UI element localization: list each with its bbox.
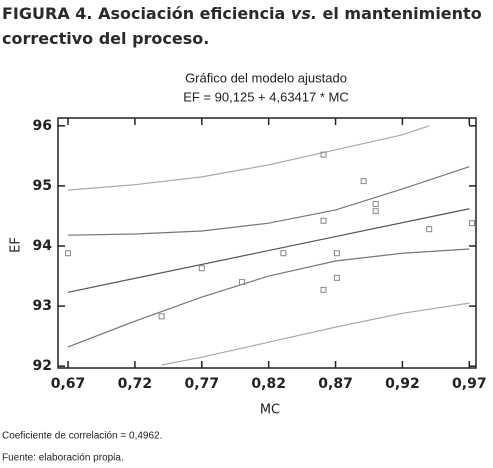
point <box>198 265 205 272</box>
point <box>468 220 475 227</box>
x-tick-label: 0,97 <box>452 376 487 392</box>
point <box>333 274 340 281</box>
note: Fuente: elaboración propia. <box>2 453 124 464</box>
point <box>238 279 245 286</box>
plot-frame <box>57 117 477 369</box>
caption-part: vs. <box>291 4 317 23</box>
fit-line <box>67 248 470 348</box>
y-axis-label: EF <box>9 237 24 253</box>
x-tick-label: 0,67 <box>51 376 86 392</box>
point <box>158 313 165 320</box>
chart-title: Gráfico del modelo ajustado <box>185 70 347 85</box>
point <box>320 151 327 158</box>
y-tick-label: 92 <box>33 358 52 374</box>
x-tick-label: 0,87 <box>318 376 353 392</box>
x-axis-label: MC <box>260 403 280 418</box>
point <box>372 208 379 215</box>
chart-subtitle: EF = 90,125 + 4,63417 * MC <box>183 89 349 104</box>
caption-line: correctivo del proceso. <box>2 29 209 48</box>
point <box>320 286 327 293</box>
caption-line: FIGURA 4. Asociación eficiencia vs. el m… <box>2 4 482 23</box>
point <box>426 226 433 233</box>
fit-line <box>67 208 470 293</box>
point <box>280 250 287 257</box>
note: Coeficiente de correlación = 0,4962. <box>2 431 162 442</box>
point <box>360 178 367 185</box>
y-tick-label: 96 <box>33 118 52 134</box>
caption-part: el mantenimiento <box>317 4 482 23</box>
fit-line <box>68 166 470 236</box>
y-tick-label: 93 <box>33 298 52 314</box>
x-tick-label: 0,72 <box>118 376 153 392</box>
point <box>320 217 327 224</box>
x-tick-label: 0,77 <box>185 376 220 392</box>
fit-line <box>161 302 470 366</box>
fit-line <box>67 125 430 191</box>
point <box>372 200 379 207</box>
y-tick-label: 94 <box>33 238 53 254</box>
x-tick-label: 0,92 <box>385 376 420 392</box>
y-tick-label: 95 <box>33 178 52 194</box>
caption-part: FIGURA 4. Asociación eficiencia <box>2 4 291 23</box>
point <box>65 250 72 257</box>
point <box>333 250 340 257</box>
x-tick-label: 0,82 <box>251 376 286 392</box>
